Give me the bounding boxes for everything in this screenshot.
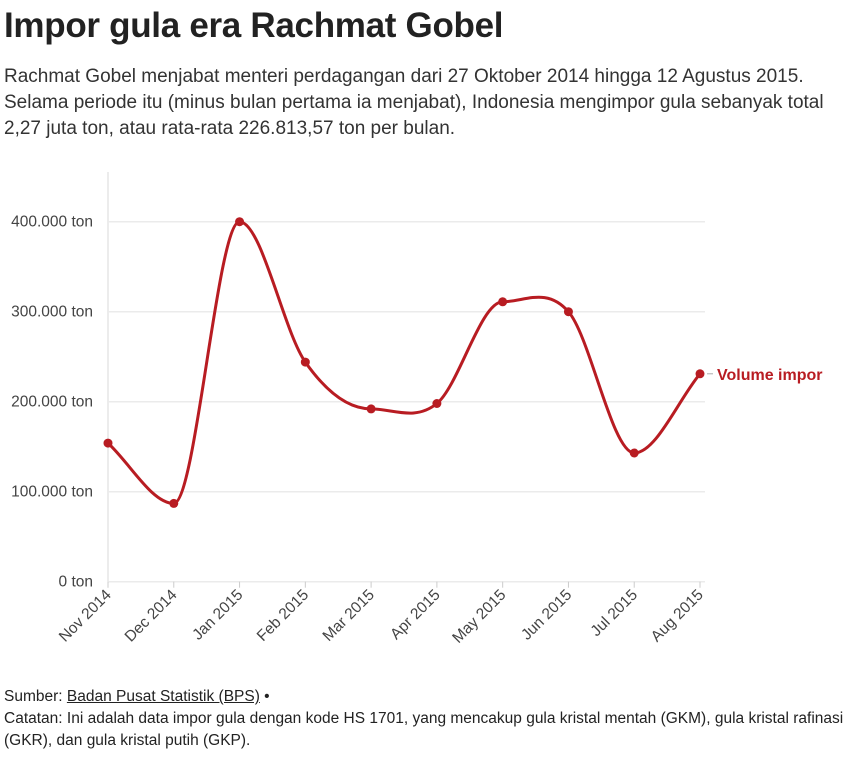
series-label: Volume impor xyxy=(717,367,823,384)
x-tick-label: Feb 2015 xyxy=(254,587,312,645)
y-tick-label: 400.000 ton xyxy=(11,214,93,231)
data-point xyxy=(366,404,376,414)
x-tick-label: Apr 2015 xyxy=(387,587,444,644)
x-tick-label: Mar 2015 xyxy=(320,587,378,645)
data-point xyxy=(300,357,310,367)
x-tick-label: May 2015 xyxy=(449,587,509,647)
data-point xyxy=(169,498,179,508)
source-label: Sumber: xyxy=(4,688,67,705)
footer: Sumber: Badan Pusat Statistik (BPS) • Ca… xyxy=(4,686,854,752)
data-point xyxy=(103,438,113,448)
data-point xyxy=(695,369,705,379)
x-tick-label: Aug 2015 xyxy=(648,587,707,646)
x-tick-label: Jul 2015 xyxy=(588,587,641,640)
chart-title: Impor gula era Rachmat Gobel xyxy=(4,6,504,45)
data-point xyxy=(563,307,573,317)
bullet: • xyxy=(259,688,270,705)
y-tick-label: 200.000 ton xyxy=(11,394,93,411)
x-tick-label: Jun 2015 xyxy=(518,587,575,644)
x-tick-label: Dec 2014 xyxy=(122,586,181,645)
series-line-volume-impor xyxy=(106,220,702,505)
y-tick-label: 0 ton xyxy=(59,574,93,591)
x-tick-label: Jan 2015 xyxy=(189,587,246,644)
y-tick-label: 300.000 ton xyxy=(11,304,93,321)
chart-subtitle: Rachmat Gobel menjabat menteri perdagang… xyxy=(4,66,824,139)
data-point xyxy=(498,297,508,307)
note: Catatan: Ini adalah data impor gula deng… xyxy=(4,710,844,749)
data-point xyxy=(629,448,639,458)
y-tick-label: 100.000 ton xyxy=(11,484,93,501)
data-point xyxy=(432,399,442,408)
x-tick-label: Nov 2014 xyxy=(56,586,115,645)
source-link[interactable]: Badan Pusat Statistik (BPS) xyxy=(66,688,260,705)
data-point xyxy=(235,217,245,227)
line-chart: 0 ton 100.000 ton 200.000 ton 300.000 ton 40… xyxy=(11,172,823,647)
